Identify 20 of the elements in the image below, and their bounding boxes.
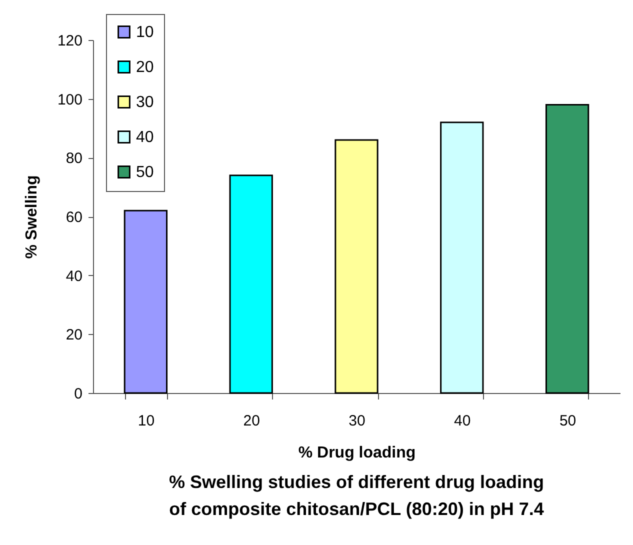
- x-tick-label: 30: [348, 412, 366, 430]
- y-tick-label: 120: [57, 32, 82, 50]
- legend-label: 50: [136, 164, 154, 181]
- y-tick-label: 60: [66, 209, 82, 226]
- legend-label: 10: [136, 24, 154, 41]
- x-tick-label: 20: [243, 412, 260, 430]
- y-tick-label: 80: [66, 150, 82, 168]
- y-axis-title: % Swelling: [23, 175, 40, 259]
- y-tick-label: 40: [66, 268, 82, 285]
- y-tick-label: 20: [66, 326, 82, 344]
- legend-label: 40: [136, 129, 154, 146]
- x-axis-title: % Drug loading: [298, 444, 416, 462]
- x-tick-label: 40: [454, 412, 471, 430]
- text: % Swelling studies of different drug loading of composite chitosan/PCL (80:20) in pH 7.4: [168, 472, 544, 519]
- x-tick-label: 10: [138, 412, 155, 430]
- y-tick-label: 100: [57, 91, 82, 108]
- x-tick-label: 50: [559, 412, 576, 430]
- legend-label: 30: [136, 94, 154, 111]
- y-tick-label: 0: [74, 386, 82, 402]
- legend-label: 20: [136, 59, 154, 76]
